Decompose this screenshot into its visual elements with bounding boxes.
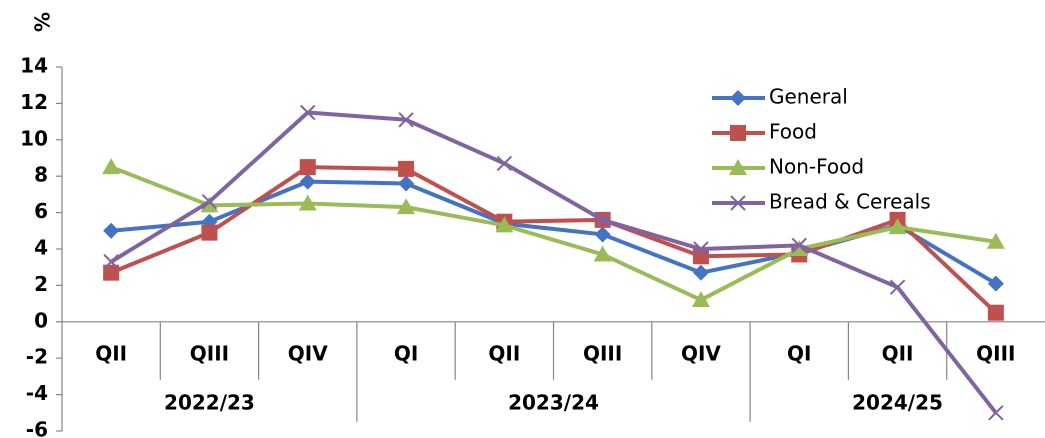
marker [200,196,219,213]
legend-label: General [769,85,848,109]
legend-label: Food [769,120,817,144]
x-tick-label: QII [882,341,914,365]
marker [102,158,121,175]
x-tick-label: QIV [681,341,721,365]
marker [791,237,807,254]
marker [103,254,119,270]
marker [103,264,120,281]
legend-label: Non-Food [769,155,864,179]
series-line [110,165,997,302]
x-tick-label: QII [95,341,127,365]
marker [987,275,1004,292]
marker [730,90,746,106]
marker [986,232,1005,249]
marker [300,104,316,121]
marker [594,212,611,228]
x-group-label: 2023/24 [508,390,599,414]
marker [692,264,709,281]
marker [730,195,746,211]
y-tick-label: 2 [34,272,48,296]
marker [398,160,415,177]
marker [299,173,316,190]
marker [593,245,612,262]
y-tick-label: 12 [20,90,48,114]
marker [103,222,120,239]
x-tick-label: QI [787,341,811,365]
y-tick-label: -6 [26,418,48,438]
x-group-label: 2022/23 [164,390,255,414]
marker [398,112,414,128]
marker [693,241,709,257]
marker [888,218,907,235]
marker [298,194,317,211]
y-tick-label: 10 [20,126,48,150]
y-tick-label: 14 [20,54,48,78]
marker [201,193,218,210]
x-tick-label: QIV [288,341,328,365]
marker [889,279,906,295]
marker [201,224,218,241]
y-axis-label: % [31,12,55,32]
marker [691,290,710,307]
marker [594,226,611,243]
y-tick-label: 0 [34,308,48,332]
marker [398,175,415,192]
marker [496,155,513,172]
marker [790,240,809,256]
x-tick-label: QII [488,341,520,365]
marker [397,198,416,215]
marker [299,159,316,176]
x-tick-label: QI [394,341,418,365]
marker [495,216,514,233]
y-tick-label: -4 [26,381,48,405]
marker [988,405,1004,421]
marker [987,304,1004,321]
marker [730,125,746,141]
series-line [110,110,998,415]
y-tick-label: 4 [34,236,48,260]
x-tick-label: QIII [976,341,1015,365]
x-tick-label: QIII [583,341,622,365]
x-tick-label: QIII [190,341,229,365]
y-tick-label: -2 [26,345,48,369]
marker [729,159,747,175]
y-tick-label: 6 [34,199,48,223]
x-group-label: 2024/25 [852,390,943,414]
y-tick-label: 8 [34,163,48,187]
legend-label: Bread & Cereals [769,190,931,214]
